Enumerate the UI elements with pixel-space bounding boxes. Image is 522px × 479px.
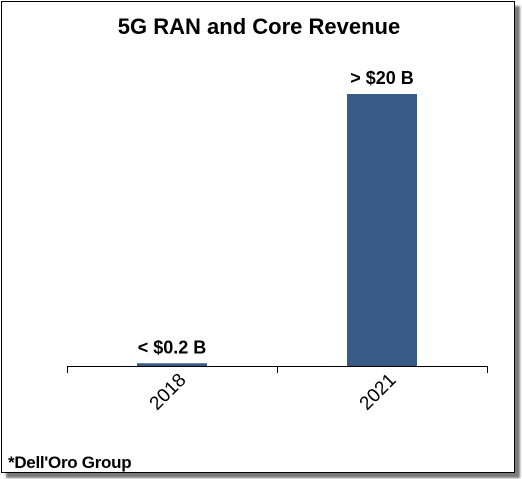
bar-chart: < $0.2 B 2018 > $20 B 2021 (67, 68, 488, 415)
data-label-2021: > $20 B (350, 68, 414, 88)
bar-2021 (347, 94, 417, 366)
data-label-2018: < $0.2 B (138, 337, 207, 357)
chart-title: 5G RAN and Core Revenue (117, 14, 401, 39)
x-tick-label-2021: 2021 (356, 370, 401, 415)
source-note: *Dell'Oro Group (8, 453, 132, 472)
chart-frame: 5G RAN and Core Revenue < $0.2 B 2018 > $2… (1, 1, 515, 473)
bar-2018 (137, 363, 207, 366)
x-tick-label-2018: 2018 (146, 370, 191, 415)
